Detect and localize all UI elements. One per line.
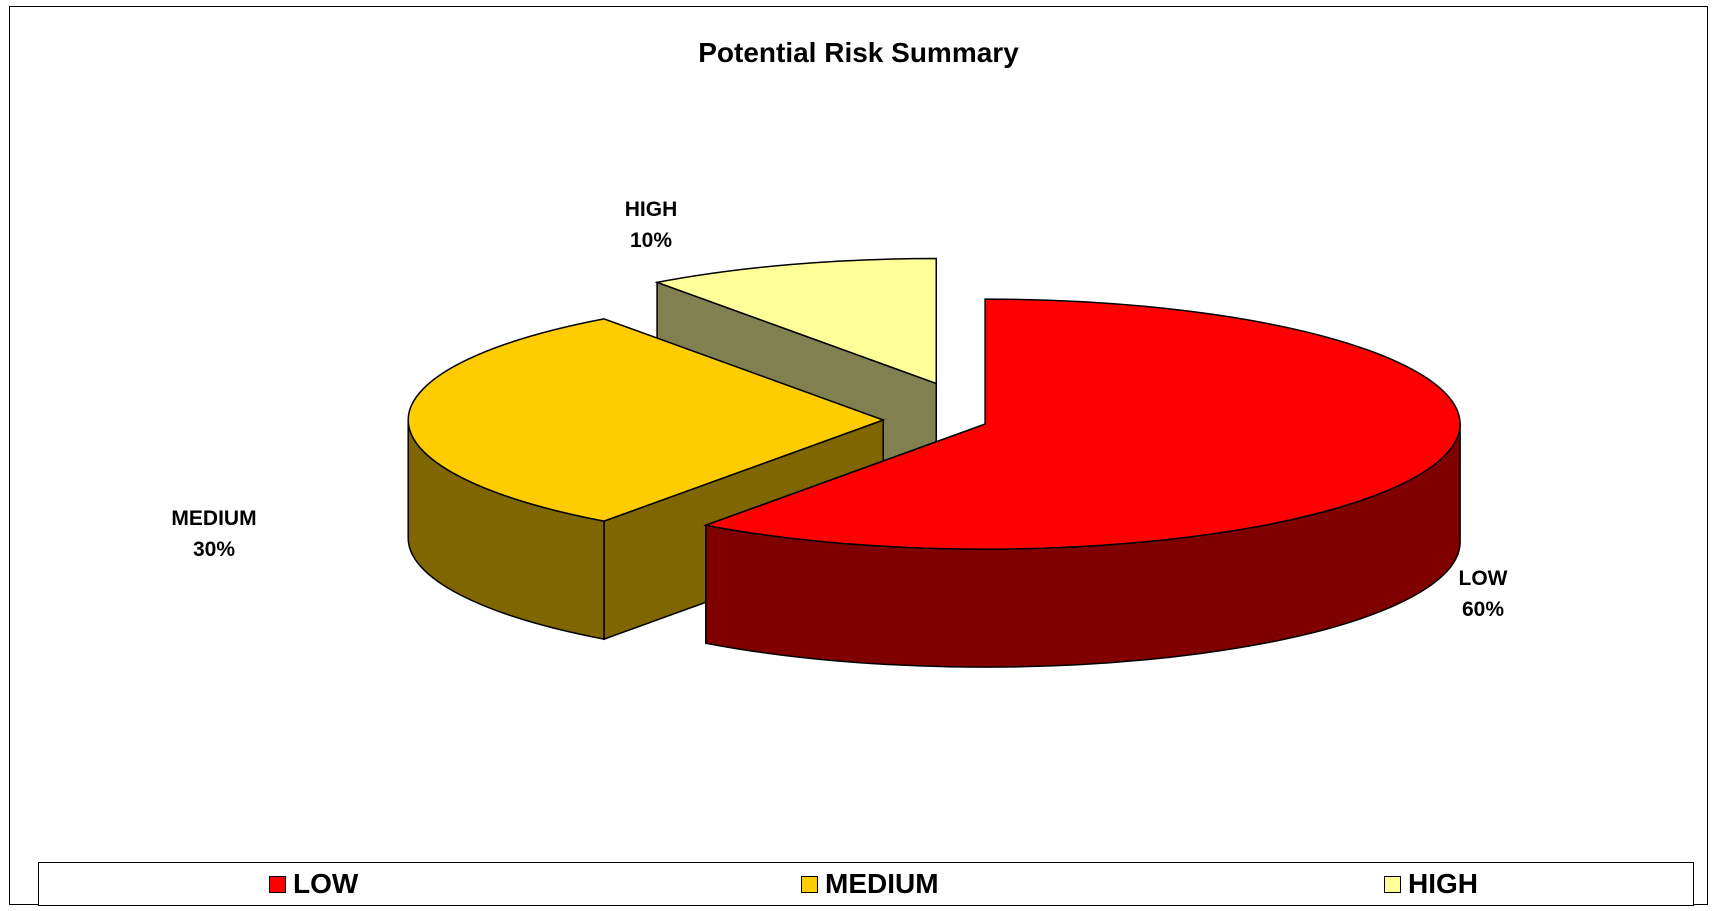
legend: LOW MEDIUM HIGH [38,862,1694,906]
slice-label-low: LOW [1459,567,1508,590]
pie-slice-low [703,298,1461,668]
chart-title: Potential Risk Summary [698,37,1019,68]
pie-slice-high-top [654,257,938,385]
pie-slice-low-top [703,298,1461,550]
pie-slice-medium-top [407,318,886,522]
legend-label-medium: MEDIUM [825,868,939,899]
slice-value-low: 60% [1462,598,1504,621]
slice-value-medium: 30% [193,538,235,561]
slice-label-high: HIGH [625,198,678,221]
legend-swatch-high [1384,875,1401,893]
slice-label-medium: MEDIUM [171,507,256,530]
legend-swatch-low [269,875,286,893]
slice-value-high: 10% [630,229,672,252]
legend-label-low: LOW [293,868,359,899]
legend-item-low: LOW [269,867,358,901]
legend-item-medium: MEDIUM [801,867,939,901]
pie-slice-medium [407,318,886,641]
legend-swatch-medium [801,875,818,893]
legend-item-high: HIGH [1384,867,1478,901]
legend-label-high: HIGH [1408,868,1478,899]
